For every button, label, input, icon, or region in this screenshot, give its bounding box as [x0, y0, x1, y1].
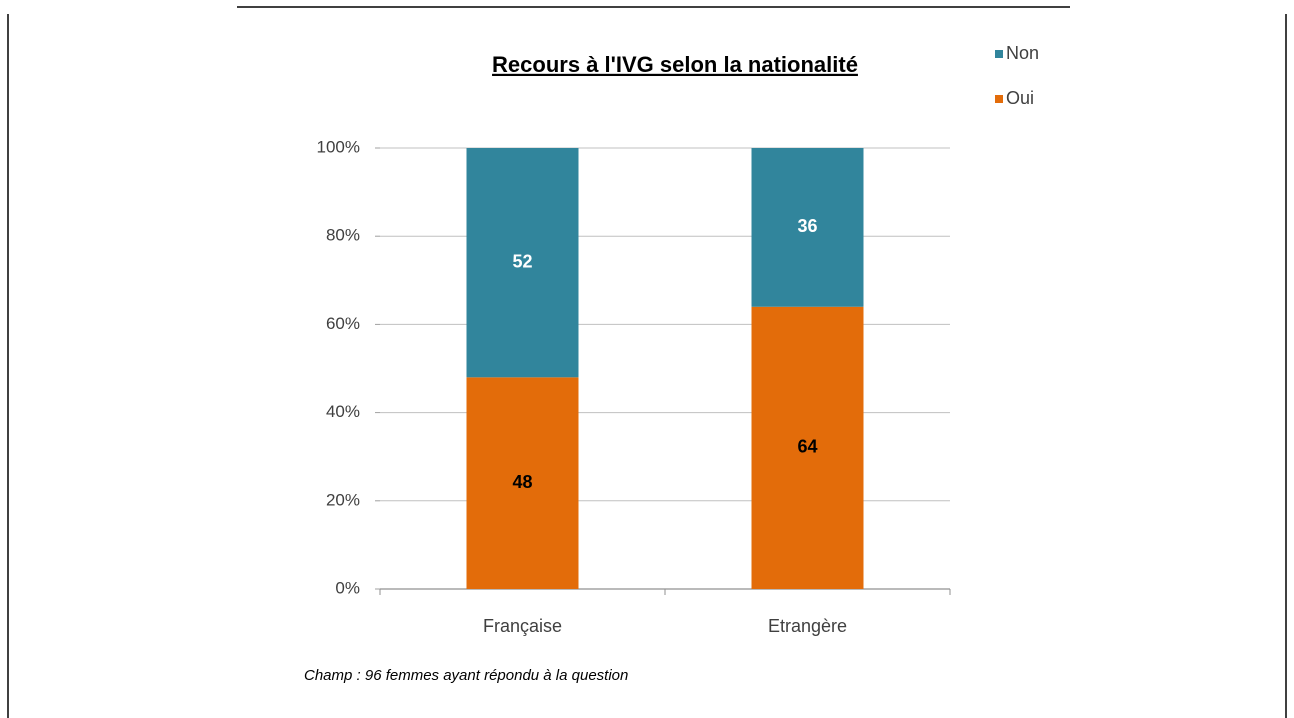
- bar-segment: [466, 377, 579, 589]
- legend-label: Oui: [1006, 88, 1034, 108]
- y-tick-label: 60%: [326, 314, 360, 333]
- x-tick-label: Française: [483, 616, 562, 636]
- legend-label: Non: [1006, 43, 1039, 63]
- legend-swatch: [995, 95, 1003, 103]
- data-label: 64: [797, 437, 817, 457]
- y-tick-label: 40%: [326, 402, 360, 421]
- y-tick-label: 80%: [326, 226, 360, 245]
- chart-title: Recours à l'IVG selon la nationalité: [492, 52, 858, 77]
- footnote: Champ : 96 femmes ayant répondu à la que…: [304, 667, 628, 684]
- data-label: 52: [512, 251, 532, 271]
- bar-segment: [751, 148, 864, 307]
- y-tick-label: 0%: [335, 578, 360, 597]
- x-tick-label: Etrangère: [768, 616, 847, 636]
- legend-swatch: [995, 50, 1003, 58]
- y-tick-label: 100%: [317, 137, 360, 156]
- bar-segment: [751, 306, 864, 589]
- data-label: 36: [797, 216, 817, 236]
- bar-segment: [466, 148, 579, 378]
- y-tick-label: 20%: [326, 490, 360, 509]
- data-label: 48: [512, 472, 532, 492]
